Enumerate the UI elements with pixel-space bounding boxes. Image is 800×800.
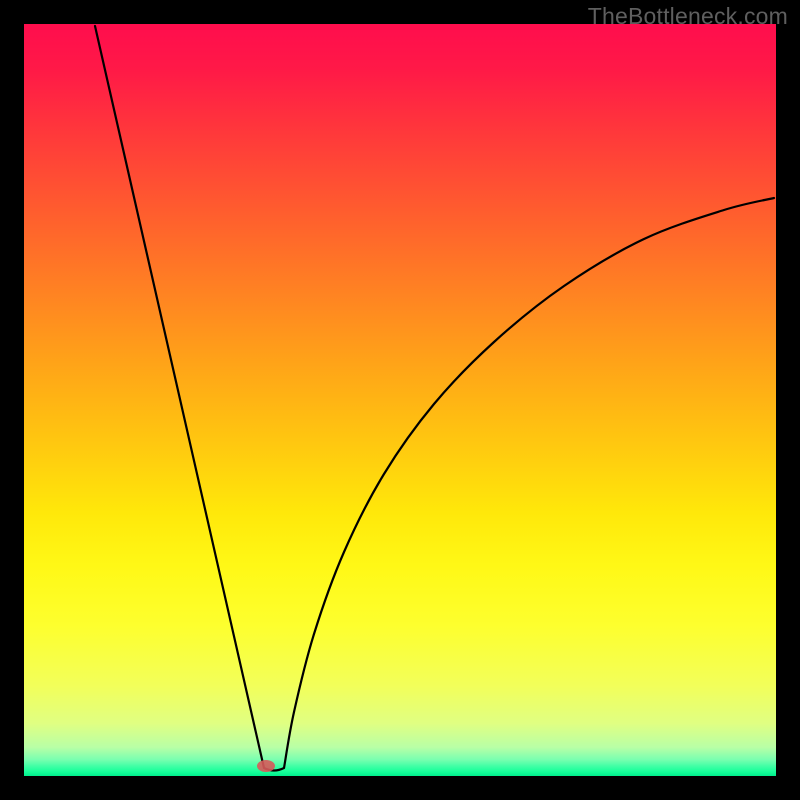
bottleneck-curve-chart bbox=[24, 24, 776, 776]
plot-area bbox=[24, 24, 776, 776]
chart-container: TheBottleneck.com bbox=[0, 0, 800, 800]
gradient-background bbox=[24, 24, 776, 776]
watermark-text: TheBottleneck.com bbox=[588, 3, 788, 30]
optimal-point-marker bbox=[257, 760, 275, 772]
